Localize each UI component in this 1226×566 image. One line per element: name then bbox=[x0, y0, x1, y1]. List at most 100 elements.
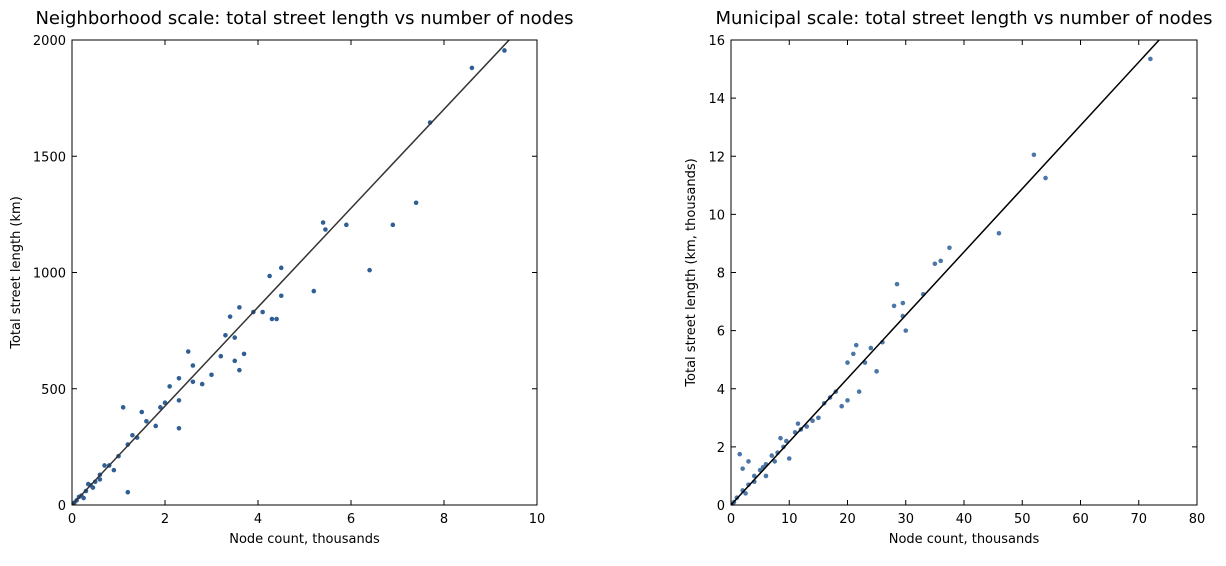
chart: Municipal scale: total street length vs … bbox=[684, 8, 1213, 547]
y-axis-label: Total street length (km, thousands) bbox=[684, 158, 699, 387]
fit-line bbox=[730, 39, 1160, 506]
y-tick-label: 1000 bbox=[33, 267, 66, 282]
point bbox=[1031, 152, 1037, 158]
point bbox=[90, 485, 96, 490]
x-axis-label: Node count, thousands bbox=[229, 532, 380, 547]
point bbox=[947, 245, 952, 251]
point bbox=[232, 335, 238, 340]
point bbox=[891, 303, 897, 309]
point bbox=[816, 415, 821, 421]
point bbox=[746, 459, 751, 464]
x-tick-label: 70 bbox=[1130, 512, 1147, 527]
point bbox=[804, 424, 810, 429]
point bbox=[413, 200, 419, 206]
point bbox=[241, 351, 247, 357]
point bbox=[839, 403, 844, 409]
plot-frame bbox=[71, 39, 538, 506]
fit-line bbox=[71, 39, 510, 506]
point bbox=[144, 419, 149, 424]
point bbox=[894, 281, 900, 287]
chart-title: Municipal scale: total street length vs … bbox=[715, 8, 1212, 29]
point bbox=[176, 375, 182, 381]
point bbox=[81, 495, 86, 501]
point bbox=[853, 342, 859, 348]
point bbox=[868, 345, 874, 351]
x-tick-label: 80 bbox=[1189, 512, 1206, 527]
point bbox=[772, 459, 777, 464]
point bbox=[274, 316, 279, 322]
point bbox=[851, 351, 856, 357]
point bbox=[102, 463, 107, 468]
point bbox=[323, 227, 328, 232]
x-tick-label: 0 bbox=[68, 512, 76, 527]
x-tick-label: 10 bbox=[529, 512, 546, 527]
point bbox=[469, 65, 475, 71]
y-tick-label: 4 bbox=[717, 383, 725, 398]
point bbox=[320, 220, 326, 225]
y-tick-label: 6 bbox=[717, 325, 725, 340]
point bbox=[845, 360, 850, 365]
point bbox=[190, 379, 196, 385]
point bbox=[267, 273, 272, 279]
point bbox=[111, 467, 117, 473]
point bbox=[996, 230, 1002, 236]
point bbox=[845, 398, 850, 403]
point bbox=[223, 332, 228, 338]
x-tick-label: 20 bbox=[839, 512, 856, 527]
point bbox=[795, 421, 801, 426]
y-tick-label: 500 bbox=[41, 383, 66, 398]
point bbox=[1148, 56, 1153, 62]
point bbox=[209, 372, 214, 378]
point bbox=[97, 477, 103, 482]
x-axis-label: Node count, thousands bbox=[889, 532, 1040, 547]
point bbox=[344, 222, 349, 228]
point bbox=[190, 363, 196, 368]
point bbox=[856, 389, 862, 394]
point bbox=[130, 432, 135, 438]
point bbox=[278, 293, 284, 299]
y-tick-label: 8 bbox=[717, 267, 725, 282]
x-tick-label: 6 bbox=[347, 512, 355, 527]
point bbox=[367, 267, 372, 273]
point bbox=[786, 456, 792, 461]
point bbox=[778, 435, 783, 441]
y-tick-label: 1500 bbox=[33, 150, 66, 165]
point bbox=[938, 258, 943, 264]
point bbox=[85, 481, 91, 487]
point bbox=[390, 222, 396, 228]
point bbox=[903, 328, 909, 333]
x-tick-label: 2 bbox=[161, 512, 169, 527]
point bbox=[176, 398, 182, 403]
point bbox=[502, 48, 507, 53]
point bbox=[158, 405, 163, 410]
point bbox=[810, 418, 815, 424]
y-tick-label: 12 bbox=[708, 150, 725, 165]
x-tick-label: 10 bbox=[781, 512, 798, 527]
point bbox=[153, 423, 158, 429]
x-tick-label: 30 bbox=[897, 512, 914, 527]
point bbox=[199, 381, 205, 387]
point bbox=[763, 473, 769, 479]
point bbox=[176, 425, 182, 431]
y-tick-label: 16 bbox=[708, 34, 725, 49]
y-tick-label: 0 bbox=[58, 499, 66, 514]
point bbox=[218, 353, 224, 359]
point bbox=[743, 491, 748, 496]
point bbox=[139, 409, 145, 415]
y-tick-label: 10 bbox=[708, 208, 725, 223]
point bbox=[167, 384, 172, 389]
point bbox=[120, 405, 126, 410]
x-tick-label: 50 bbox=[1014, 512, 1031, 527]
x-tick-label: 0 bbox=[727, 512, 735, 527]
x-tick-label: 40 bbox=[956, 512, 973, 527]
point bbox=[932, 261, 938, 267]
point bbox=[227, 314, 233, 319]
point bbox=[769, 453, 775, 458]
point bbox=[125, 489, 131, 495]
plot-frame bbox=[730, 39, 1198, 506]
point bbox=[740, 466, 745, 471]
point bbox=[185, 349, 191, 354]
y-tick-label: 0 bbox=[717, 499, 725, 514]
point bbox=[269, 316, 275, 322]
